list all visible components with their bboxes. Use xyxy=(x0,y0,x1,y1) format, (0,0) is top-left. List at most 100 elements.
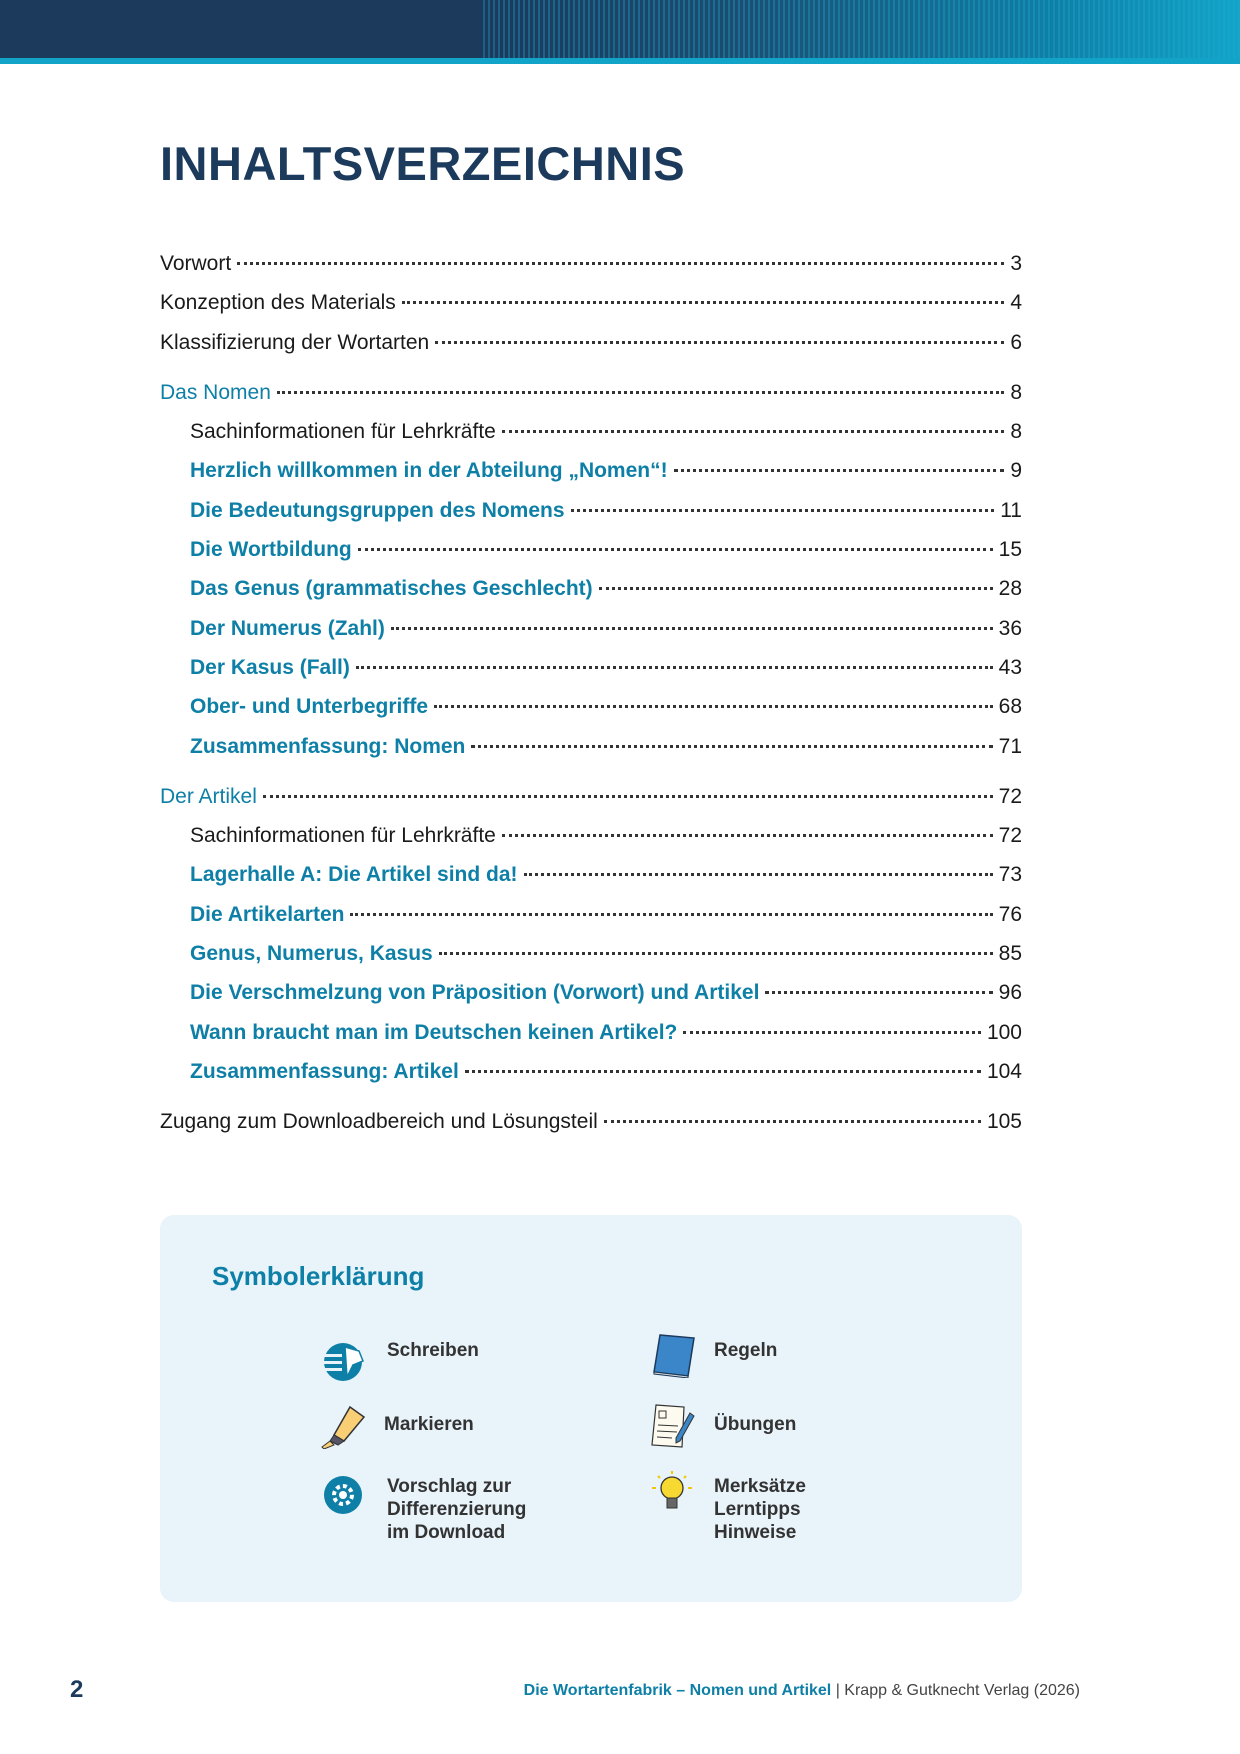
toc-entry[interactable]: Genus, Numerus, Kasus 85 xyxy=(160,942,1022,981)
dot-leader xyxy=(390,626,993,630)
page-title: INHALTSVERZEICHNIS xyxy=(160,137,686,190)
dot-leader xyxy=(401,301,1005,305)
toc-entry-label: Lagerhalle A: Die Artikel sind da! xyxy=(190,863,518,887)
page-number: 2 xyxy=(70,1676,84,1703)
toc-entry-page: 76 xyxy=(998,902,1022,926)
toc-entry-label: Die Bedeutungsgruppen des Nomens xyxy=(190,498,565,522)
toc-entry-label: Das Genus (grammatisches Geschlecht) xyxy=(190,577,593,601)
toc-entry[interactable]: Die Artikelarten 76 xyxy=(160,903,1022,942)
toc-entry-label: Konzeption des Materials xyxy=(160,291,396,315)
toc-entry-page: 73 xyxy=(998,863,1022,887)
symbol-legend-title: Symbolerklärung xyxy=(212,1261,425,1291)
toc-entry-page: 105 xyxy=(986,1110,1022,1134)
header-stripe xyxy=(0,58,1240,64)
toc-entry-page: 71 xyxy=(998,734,1022,758)
lightbulb-icon xyxy=(652,1471,692,1509)
dot-leader xyxy=(765,991,993,995)
toc-entry-page: 72 xyxy=(998,784,1022,808)
toc-entry-label: Der Artikel xyxy=(160,784,257,808)
toc-entry-label: Genus, Numerus, Kasus xyxy=(190,942,433,966)
dot-leader xyxy=(501,834,993,838)
toc-entry-page: 8 xyxy=(1010,380,1022,404)
footer-publisher: Krapp & Gutknecht Verlag (2026) xyxy=(844,1682,1080,1699)
toc-entry-page: 6 xyxy=(1010,330,1022,354)
toc-entry[interactable]: Herzlich willkommen in der Abteilung „No… xyxy=(160,459,1022,498)
toc-entry-label: Die Verschmelzung von Präposition (Vorwo… xyxy=(190,981,760,1005)
legend-item-schreiben: Schreiben xyxy=(323,1339,479,1385)
header-band xyxy=(0,0,1240,58)
dot-leader xyxy=(673,469,1005,473)
dot-leader xyxy=(471,744,993,748)
toc-entry-page: 28 xyxy=(998,577,1022,601)
book-icon xyxy=(653,1334,695,1378)
dot-leader xyxy=(464,1069,981,1073)
toc-entry[interactable]: Der Kasus (Fall) 43 xyxy=(160,656,1022,695)
toc-entry[interactable]: Vorwort 3 xyxy=(160,252,1022,291)
toc-entry-label: Wann braucht man im Deutschen keinen Art… xyxy=(190,1020,678,1044)
toc-entry-label: Das Nomen xyxy=(160,380,271,404)
toc-entry[interactable]: Das Nomen 8 xyxy=(160,381,1022,420)
toc-entry[interactable]: Die Wortbildung 15 xyxy=(160,538,1022,577)
toc-entry-page: 100 xyxy=(986,1020,1022,1044)
toc-entry[interactable]: Zusammenfassung: Nomen 71 xyxy=(160,735,1022,774)
toc-entry[interactable]: Zugang zum Downloadbereich und Lösungste… xyxy=(160,1110,1022,1149)
dot-leader xyxy=(357,548,993,552)
toc-entry-label: Zusammenfassung: Artikel xyxy=(190,1059,459,1083)
legend-item-merksaetze: Merksätze Lerntipps Hinweise xyxy=(650,1470,806,1544)
dot-leader xyxy=(603,1120,981,1124)
toc-entry[interactable]: Lagerhalle A: Die Artikel sind da! 73 xyxy=(160,863,1022,902)
toc-entry[interactable]: Die Verschmelzung von Präposition (Vorwo… xyxy=(160,981,1022,1020)
toc-entry[interactable]: Zusammenfassung: Artikel 104 xyxy=(160,1060,1022,1099)
toc-entry-label: Die Wortbildung xyxy=(190,538,352,562)
toc-entry-page: 4 xyxy=(1010,291,1022,315)
dot-leader xyxy=(350,912,993,916)
footer-separator: | xyxy=(831,1682,845,1699)
toc-entry-label: Ober- und Unterbegriffe xyxy=(190,695,429,719)
highlighter-icon xyxy=(321,1405,366,1449)
toc-entry[interactable]: Wann braucht man im Deutschen keinen Art… xyxy=(160,1021,1022,1060)
toc-entry-label: Sachinformationen für Lehrkräfte xyxy=(190,824,496,848)
toc-entry[interactable]: Sachinformationen für Lehrkräfte 8 xyxy=(160,420,1022,459)
dot-leader xyxy=(523,873,993,877)
footer-book-title: Die Wortartenfabrik – Nomen und Artikel xyxy=(523,1682,832,1699)
toc-entry[interactable]: Konzeption des Materials 4 xyxy=(160,291,1022,330)
toc-entry-label: Vorwort xyxy=(160,252,232,275)
toc-entry[interactable]: Der Numerus (Zahl) 36 xyxy=(160,617,1022,656)
toc-entry[interactable]: Sachinformationen für Lehrkräfte 72 xyxy=(160,824,1022,863)
table-of-contents: Vorwort 3 Konzeption des Materials 4 Klassif… xyxy=(160,252,1022,1150)
toc-entry-label: Herzlich willkommen in der Abteilung „No… xyxy=(190,459,668,483)
toc-entry-label: Der Kasus (Fall) xyxy=(190,655,350,679)
toc-entry[interactable]: Das Genus (grammatisches Geschlecht) 28 xyxy=(160,577,1022,616)
toc-entry-page: 9 xyxy=(1010,459,1022,483)
legend-item-regeln: Regeln xyxy=(650,1332,777,1378)
worksheet-pencil-icon xyxy=(651,1404,695,1448)
dot-leader xyxy=(262,794,993,798)
dot-leader xyxy=(434,705,993,709)
toc-entry-page: 104 xyxy=(986,1059,1022,1083)
toc-entry-page: 15 xyxy=(998,538,1022,562)
dot-leader xyxy=(501,430,1005,434)
toc-entry-label: Klassifizierung der Wortarten xyxy=(160,330,430,354)
dot-leader xyxy=(683,1030,981,1034)
toc-entry-page: 96 xyxy=(998,981,1022,1005)
legend-item-uebungen: Übungen xyxy=(650,1403,796,1449)
dot-leader xyxy=(570,508,995,512)
toc-entry-page: 68 xyxy=(998,695,1022,719)
legend-item-markieren: Markieren xyxy=(320,1403,474,1449)
dot-leader xyxy=(276,390,1005,394)
toc-entry[interactable]: Der Artikel 72 xyxy=(160,785,1022,824)
toc-entry-page: 8 xyxy=(1010,420,1022,444)
toc-entry-page: 11 xyxy=(1000,498,1022,522)
toc-entry[interactable]: Ober- und Unterbegriffe 68 xyxy=(160,695,1022,734)
dot-leader xyxy=(438,952,993,956)
dot-leader xyxy=(237,262,1005,265)
legend-item-differenzierung: Vorschlag zur Differenzierung im Downloa… xyxy=(323,1475,526,1544)
toc-entry[interactable]: Klassifizierung der Wortarten 6 xyxy=(160,331,1022,370)
symbol-legend: Symbolerklärung Schreiben Regeln Markier… xyxy=(160,1215,1022,1602)
toc-entry-label: Die Artikelarten xyxy=(190,902,345,926)
toc-entry-page: 43 xyxy=(998,655,1022,679)
toc-entry-page: 36 xyxy=(998,616,1022,640)
toc-entry-label: Zugang zum Downloadbereich und Lösungste… xyxy=(160,1110,598,1134)
footer: Die Wortartenfabrik – Nomen und Artikel … xyxy=(524,1682,1080,1700)
toc-entry[interactable]: Die Bedeutungsgruppen des Nomens 11 xyxy=(160,499,1022,538)
